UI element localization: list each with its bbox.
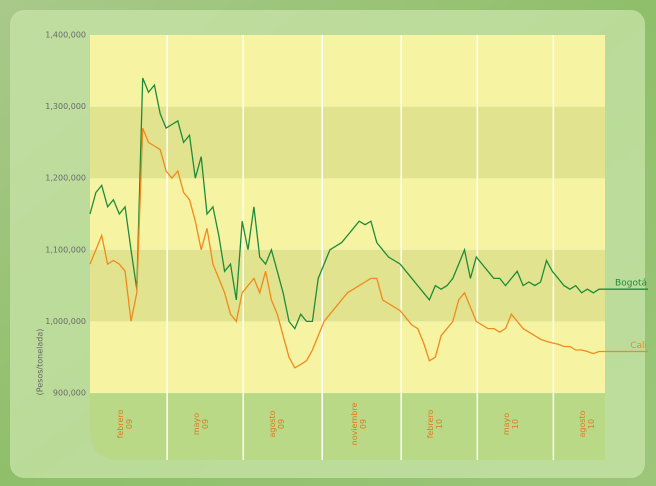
x-tick-label: agosto 09 [268,410,286,437]
y-tick-label: 1,200,000 [45,174,86,183]
x-tick-label: mayo 09 [192,413,210,435]
x-tick-label: agosto 10 [578,410,596,437]
x-tick-label: mayo 10 [502,413,520,435]
y-tick-label: 1,000,000 [45,317,86,326]
chart: (Pesos/tonelada) 900,000 1,000,000 1,100,0… [0,0,656,486]
plot-area [90,35,605,460]
page: (Pesos/tonelada) 900,000 1,000,000 1,100,0… [0,0,656,486]
y-axis-label: (Pesos/tonelada) [36,329,45,396]
y-tick-label: 900,000 [53,389,86,398]
x-tick-label: febrero 10 [426,410,444,439]
y-tick-label: 1,400,000 [45,31,86,40]
x-tick-label: noviembre 09 [350,403,368,446]
y-tick-label: 1,100,000 [45,245,86,254]
x-tick-label: febrero 09 [116,410,134,439]
legend-label: Bogotá [615,279,647,289]
y-tick-label: 1,300,000 [45,102,86,111]
legend-label: Cali [630,341,647,351]
